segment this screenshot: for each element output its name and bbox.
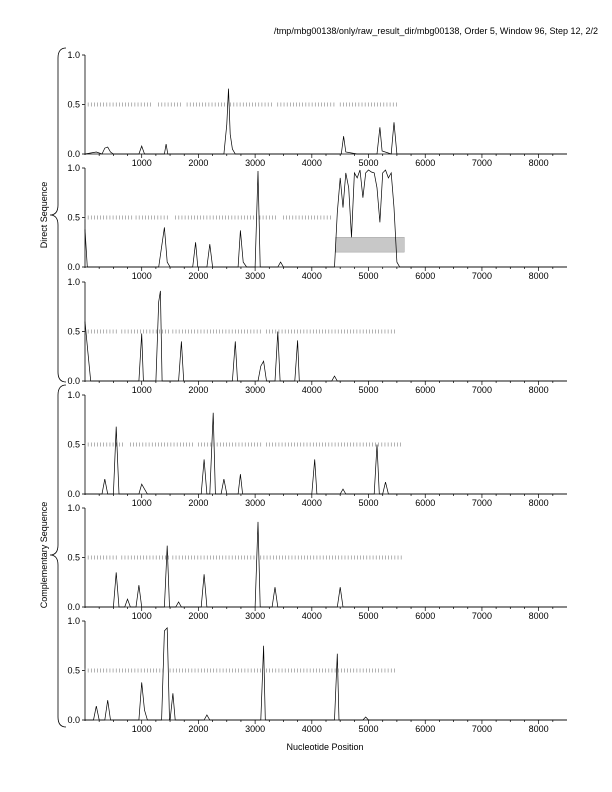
panel-4-x-tick-label: 6000 <box>415 498 435 508</box>
panel-1-x-tick-label: 4000 <box>302 158 322 168</box>
panel-2-highlight-region <box>335 237 405 253</box>
panel-3-series-line <box>84 290 567 382</box>
panel-5-x-tick-label: 6000 <box>415 611 435 621</box>
x-axis-title: Nucleotide Position <box>286 742 363 752</box>
panel-3-x-tick-label: 4000 <box>302 385 322 395</box>
panel-5-y-tick-label: 1.0 <box>67 503 80 513</box>
panel-5-x-tick-label: 5000 <box>359 611 379 621</box>
figure-title: /tmp/mbg00138/only/raw_result_dir/mbg001… <box>274 26 598 36</box>
panel-2-x-tick-label: 7000 <box>472 271 492 281</box>
panel-4-x-tick-label: 2000 <box>188 498 208 508</box>
panel-4-y-tick-label: 1.0 <box>67 390 80 400</box>
panel-6-x-tick-label: 2000 <box>188 724 208 734</box>
panel-1-x-tick-label: 6000 <box>415 158 435 168</box>
panel-6-x-tick-label: 1000 <box>132 724 152 734</box>
panel-2-x-tick-label: 6000 <box>415 271 435 281</box>
panel-2-x-tick-label: 5000 <box>359 271 379 281</box>
panel-6-series-line <box>85 627 567 721</box>
panel-5-x-tick-label: 8000 <box>529 611 549 621</box>
panel-3-x-tick-label: 8000 <box>529 385 549 395</box>
panel-3-x-tick-label: 5000 <box>359 385 379 395</box>
complementary-sequence-label: Complementary Sequence <box>39 502 49 609</box>
panel-2-y-tick-label: 1.0 <box>67 163 80 173</box>
panel-4-x-tick-label: 3000 <box>245 498 265 508</box>
panel-5-x-tick-label: 2000 <box>188 611 208 621</box>
panel-1-y-tick-label: 0.0 <box>67 149 80 159</box>
panel-6-x-tick-label: 6000 <box>415 724 435 734</box>
panel-5-x-tick-label: 1000 <box>132 611 152 621</box>
panel-1-x-tick-label: 8000 <box>529 158 549 168</box>
panel-3-x-tick-label: 2000 <box>188 385 208 395</box>
panel-6: 0.0 0.5 1.0 1000 2000 3000 4000 5000 6000 7000 800… <box>67 616 567 734</box>
panel-2-y-tick-label: 0.5 <box>67 213 80 223</box>
panel-4-y-tick-label: 0.0 <box>67 489 80 499</box>
panel-2-x-tick-label: 2000 <box>188 271 208 281</box>
panel-5: 0.0 0.5 1.0 1000 2000 3000 4000 5000 6000 7000 800… <box>67 503 567 621</box>
panel-1-x-tick-label: 7000 <box>472 158 492 168</box>
panel-3-x-tick-label: 1000 <box>132 385 152 395</box>
panel-6-y-tick-label: 1.0 <box>67 616 80 626</box>
panel-3-y-tick-label: 0.0 <box>67 376 80 386</box>
panel-3-x-tick-label: 3000 <box>245 385 265 395</box>
panel-6-x-tick-label: 8000 <box>529 724 549 734</box>
panel-1: 0.0 0.5 1.0 1000 2000 3000 4000 5000 6000 7000 800… <box>67 50 567 168</box>
panel-4-x-tick-label: 4000 <box>302 498 322 508</box>
panel-3: 0.0 0.5 1.0 1000 2000 3000 4000 5000 6000 7000 800… <box>67 277 567 395</box>
panel-5-x-tick-label: 3000 <box>245 611 265 621</box>
panel-6-x-tick-label: 7000 <box>472 724 492 734</box>
panel-1-x-tick-label: 3000 <box>245 158 265 168</box>
panels: 0.0 0.5 1.0 1000 2000 3000 4000 5000 6000 7000 800… <box>67 50 567 734</box>
complementary-brace <box>49 384 67 728</box>
panel-2: 0.0 0.5 1.0 1000 2000 3000 4000 5000 6000 7000 800… <box>67 163 567 281</box>
panel-5-series-line <box>85 521 567 608</box>
panel-4-x-tick-label: 8000 <box>529 498 549 508</box>
panel-5-y-tick-label: 0.0 <box>67 602 80 612</box>
panel-1-y-tick-label: 0.5 <box>67 100 80 110</box>
panel-2-x-tick-label: 3000 <box>245 271 265 281</box>
direct-brace <box>49 47 67 383</box>
panel-6-x-tick-label: 4000 <box>302 724 322 734</box>
panel-1-x-tick-label: 5000 <box>359 158 379 168</box>
panel-6-y-tick-label: 0.0 <box>67 715 80 725</box>
panel-1-series-line <box>84 88 567 155</box>
panel-3-y-tick-label: 1.0 <box>67 277 80 287</box>
panel-5-x-tick-label: 4000 <box>302 611 322 621</box>
panel-2-x-tick-label: 4000 <box>302 271 322 281</box>
panel-3-x-tick-label: 7000 <box>472 385 492 395</box>
panel-1-x-tick-label: 1000 <box>132 158 152 168</box>
panel-6-x-tick-label: 5000 <box>359 724 379 734</box>
direct-sequence-label: Direct Sequence <box>39 182 49 249</box>
panel-2-x-tick-label: 1000 <box>132 271 152 281</box>
panel-3-y-tick-label: 0.5 <box>67 327 80 337</box>
panel-6-y-tick-label: 0.5 <box>67 666 80 676</box>
panel-2-y-tick-label: 0.0 <box>67 262 80 272</box>
panel-2-series-line <box>84 169 567 268</box>
panel-4-series-line <box>85 412 567 495</box>
panel-2-x-tick-label: 8000 <box>529 271 549 281</box>
panel-4-y-tick-label: 0.5 <box>67 440 80 450</box>
panel-5-x-tick-label: 7000 <box>472 611 492 621</box>
panel-4: 0.0 0.5 1.0 1000 2000 3000 4000 5000 6000 7000 800… <box>67 390 567 508</box>
panel-4-x-tick-label: 7000 <box>472 498 492 508</box>
panel-3-x-tick-label: 6000 <box>415 385 435 395</box>
panel-1-y-tick-label: 1.0 <box>67 50 80 60</box>
panel-6-x-tick-label: 3000 <box>245 724 265 734</box>
panel-1-x-tick-label: 2000 <box>188 158 208 168</box>
panel-5-y-tick-label: 0.5 <box>67 553 80 563</box>
panel-4-x-tick-label: 1000 <box>132 498 152 508</box>
panel-4-x-tick-label: 5000 <box>359 498 379 508</box>
